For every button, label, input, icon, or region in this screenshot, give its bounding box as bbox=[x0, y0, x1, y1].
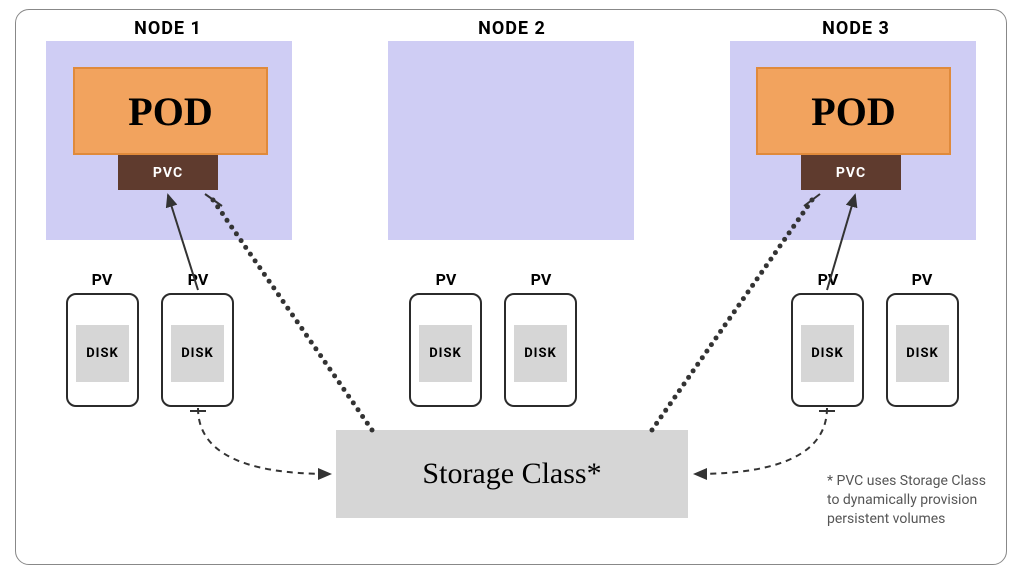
pv5-label: PV bbox=[808, 270, 848, 289]
pv2-label: PV bbox=[178, 270, 218, 289]
node1-pod-label: POD bbox=[128, 88, 212, 135]
pv6-disk: DISK bbox=[896, 325, 949, 382]
pv1-disk: DISK bbox=[76, 325, 129, 382]
node3-pod: POD bbox=[756, 67, 951, 155]
node2-label: NODE 2 bbox=[452, 18, 572, 39]
pv5-disk: DISK bbox=[801, 325, 854, 382]
node3-pvc-label: PVC bbox=[836, 165, 866, 181]
pv3-disk-label: DISK bbox=[429, 346, 462, 361]
pv6-label: PV bbox=[902, 270, 942, 289]
storage-class-box: Storage Class* bbox=[336, 430, 688, 518]
pv4-disk-label: DISK bbox=[524, 346, 557, 361]
node2-box bbox=[388, 41, 634, 240]
pv1-label: PV bbox=[82, 270, 122, 289]
node1-pod: POD bbox=[73, 67, 268, 155]
pv5-disk-label: DISK bbox=[811, 346, 844, 361]
node3-label: NODE 3 bbox=[796, 18, 916, 39]
storage-class-label: Storage Class* bbox=[422, 457, 601, 491]
node1-pvc: PVC bbox=[118, 155, 218, 190]
node1-pvc-label: PVC bbox=[153, 165, 183, 181]
pv3-label: PV bbox=[426, 270, 466, 289]
pv1-disk-label: DISK bbox=[86, 346, 119, 361]
pv4-disk: DISK bbox=[514, 325, 567, 382]
node3-pvc: PVC bbox=[801, 155, 901, 190]
pv4-label: PV bbox=[521, 270, 561, 289]
pv2-disk: DISK bbox=[171, 325, 224, 382]
pv3-disk: DISK bbox=[419, 325, 472, 382]
node3-pod-label: POD bbox=[811, 88, 895, 135]
node1-label: NODE 1 bbox=[108, 18, 228, 39]
footnote-text: * PVC uses Storage Class to dynamically … bbox=[827, 472, 989, 529]
pv2-disk-label: DISK bbox=[181, 346, 214, 361]
pv6-disk-label: DISK bbox=[906, 346, 939, 361]
